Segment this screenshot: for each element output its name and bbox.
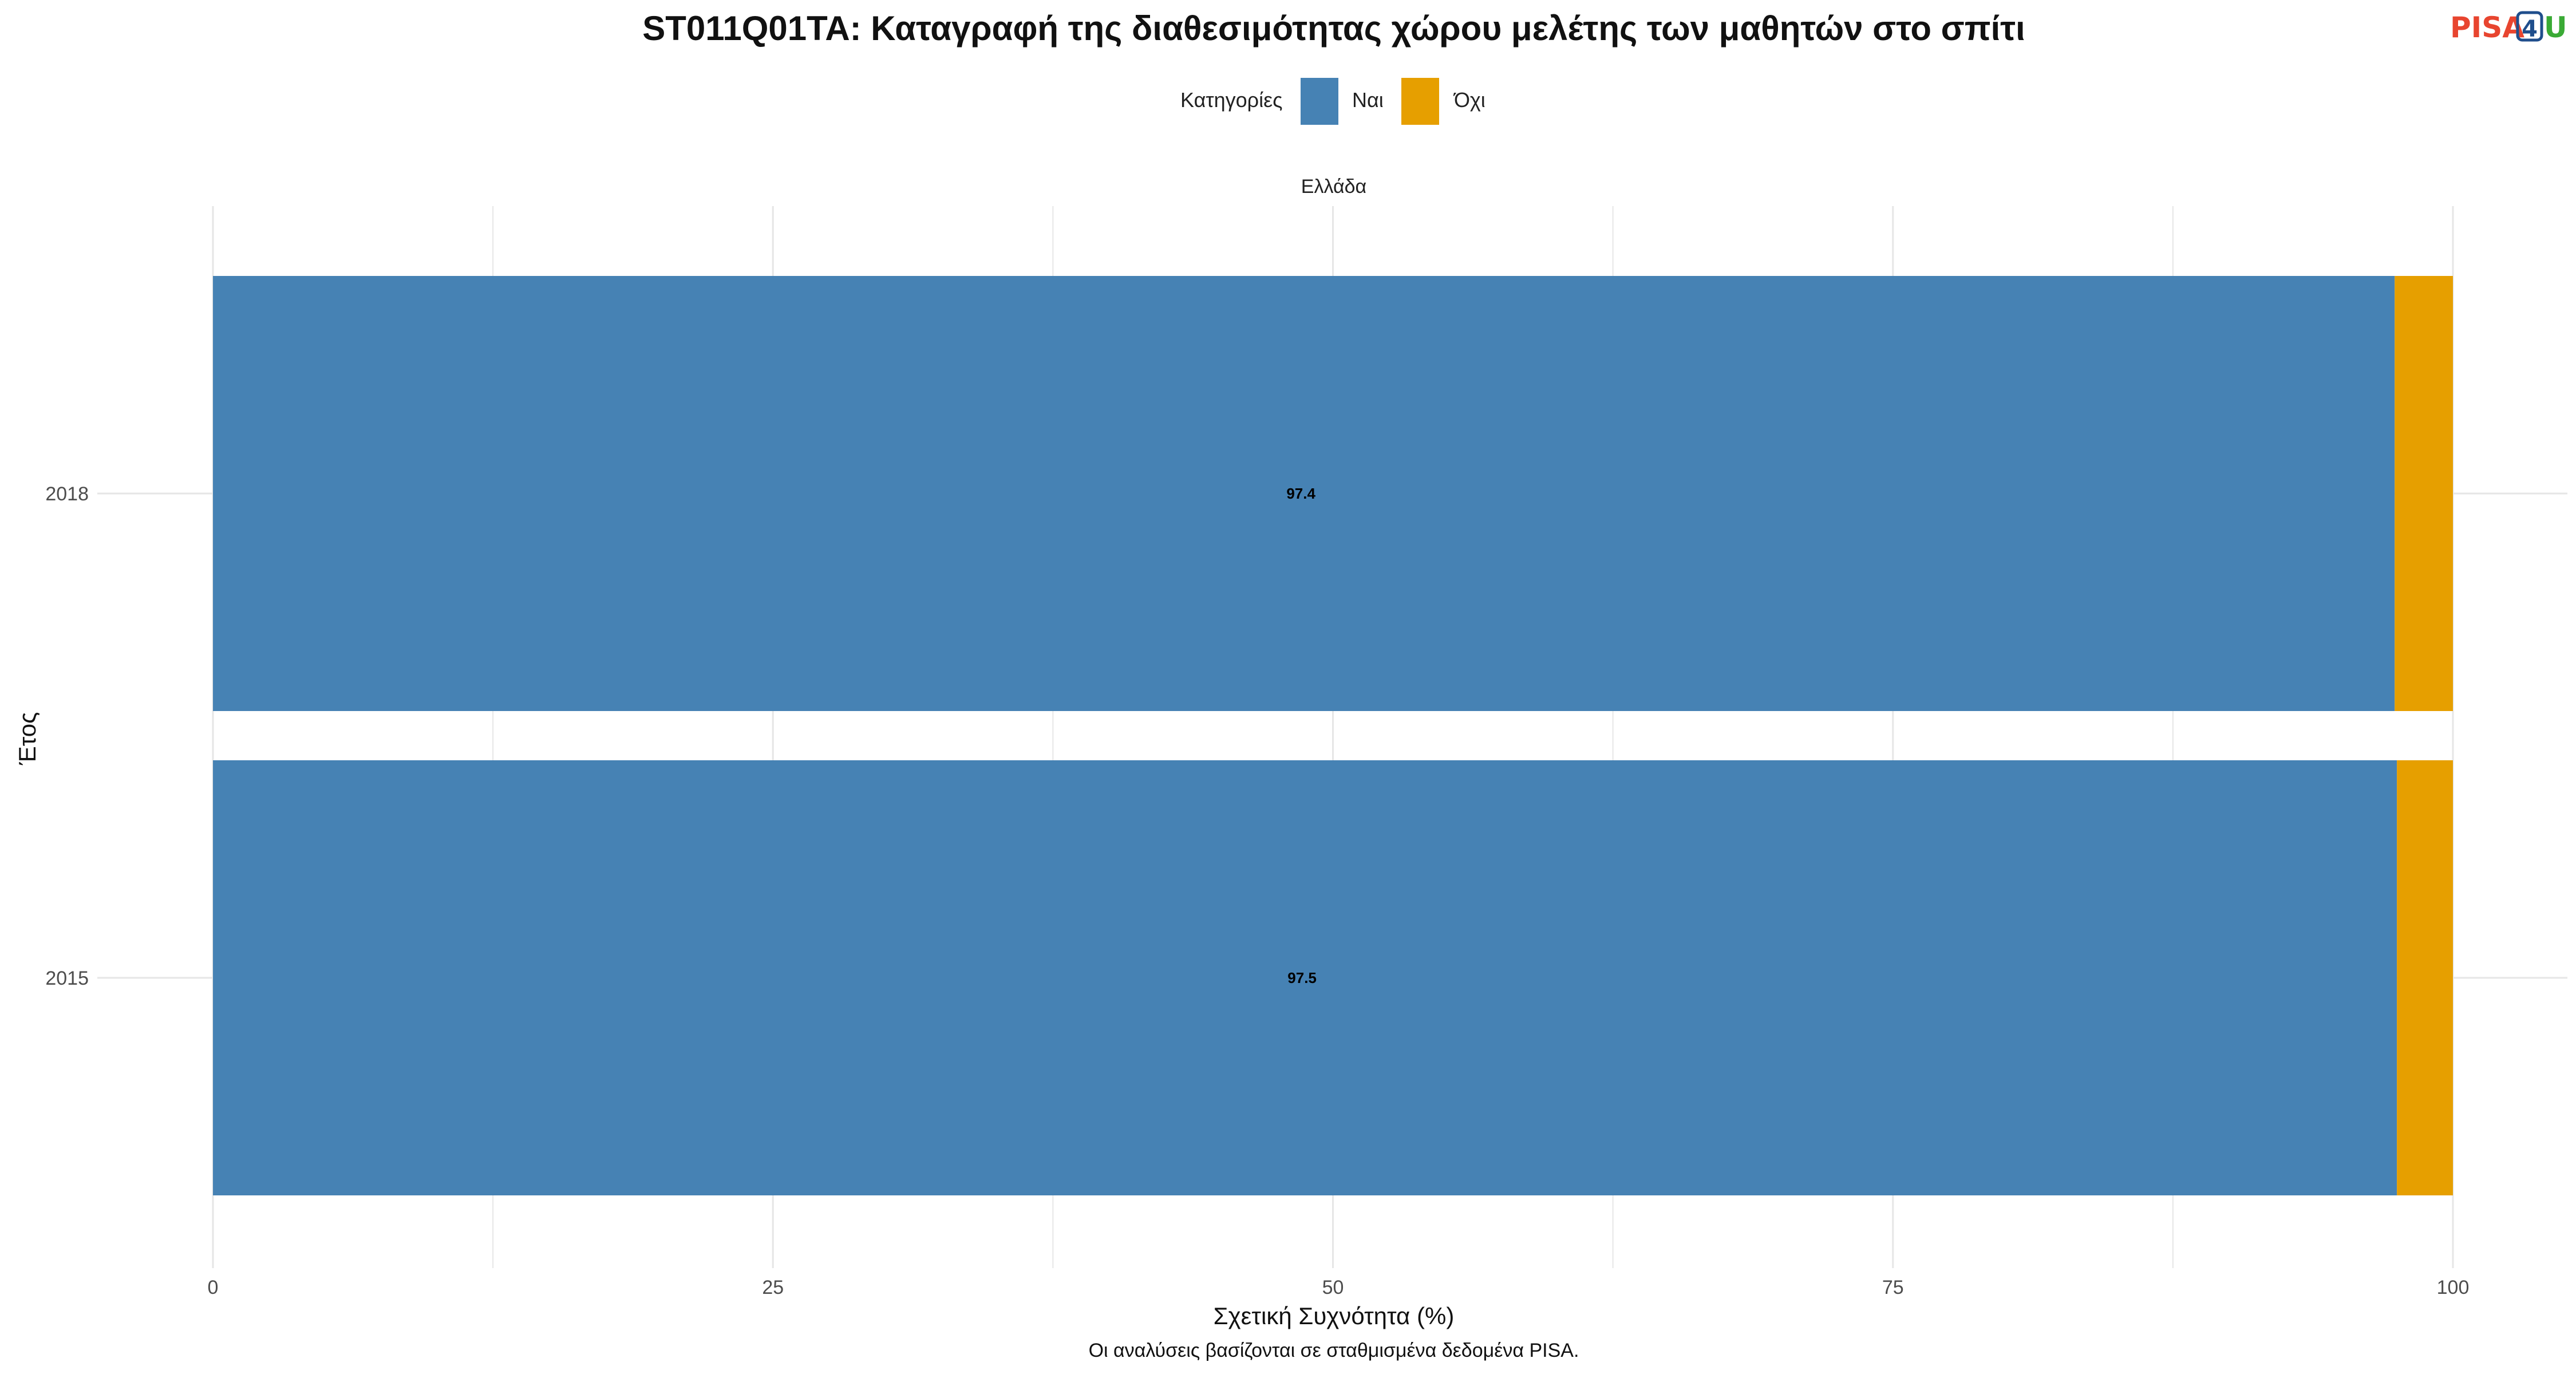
- pisa4u-logo: PISA 4 U: [2450, 11, 2567, 44]
- logo-u-text: U: [2544, 11, 2567, 44]
- chart-caption: Οι αναλύσεις βασίζονται σε σταθμισμένα δ…: [1089, 1340, 1579, 1361]
- legend: Κατηγορίες Ναι Όχι: [1180, 78, 1485, 125]
- y-axis-title: Έτος: [14, 712, 41, 766]
- y-tick-label-2018: 2018: [45, 483, 89, 505]
- x-tick-label-0: 0: [208, 1277, 219, 1298]
- data-labels: 97.4 97.5: [1286, 485, 1317, 986]
- legend-label-nai: Ναι: [1352, 88, 1384, 112]
- x-tick-label-75: 75: [1882, 1277, 1904, 1298]
- data-label-2018: 97.4: [1286, 485, 1315, 502]
- logo-pisa-text: PISA: [2450, 11, 2524, 44]
- x-tick-label-100: 100: [2437, 1277, 2470, 1298]
- legend-title: Κατηγορίες: [1180, 88, 1283, 112]
- legend-label-ochi: Όχι: [1453, 88, 1485, 112]
- logo-box: [2516, 11, 2543, 42]
- bars: [213, 276, 2453, 1195]
- chart-title: ST011Q01TA: Καταγραφή της διαθεσιμότητας…: [642, 9, 2025, 48]
- y-axis-ticks: 2018 2015: [45, 483, 89, 989]
- legend-swatch-nai: [1301, 78, 1338, 125]
- bar-2018-nai: [213, 276, 2395, 711]
- bar-2015-ochi: [2397, 760, 2453, 1195]
- x-tick-label-50: 50: [1322, 1277, 1344, 1298]
- facet-label: Ελλάδα: [1301, 176, 1366, 198]
- bar-2015-nai: [213, 760, 2397, 1195]
- data-label-2015: 97.5: [1287, 969, 1317, 986]
- x-tick-label-25: 25: [762, 1277, 784, 1298]
- bar-2018-ochi: [2395, 276, 2453, 711]
- x-axis-title: Σχετική Συχνότητα (%): [1214, 1302, 1455, 1329]
- x-axis-ticks: 0 25 50 75 100: [208, 1277, 2470, 1298]
- logo-4-text: 4: [2522, 16, 2538, 42]
- legend-swatch-ochi: [1401, 78, 1439, 125]
- y-tick-label-2015: 2015: [45, 968, 89, 989]
